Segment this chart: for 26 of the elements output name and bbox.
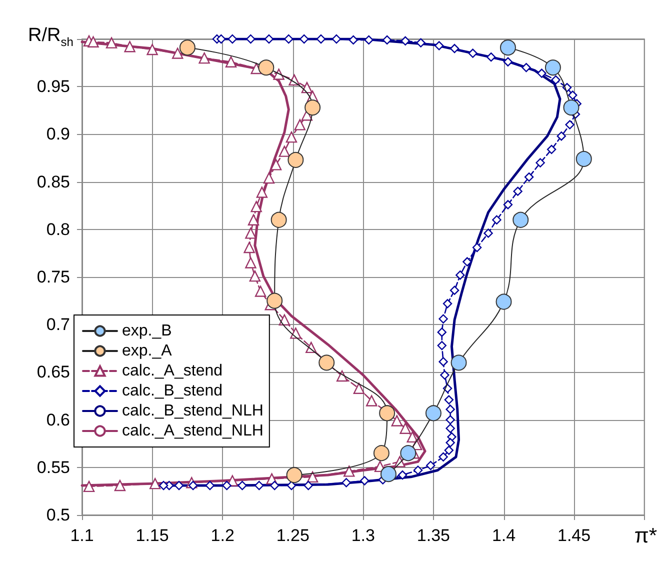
legend-label: calc._B_stend bbox=[122, 382, 223, 400]
y-tick-label: 0.85 bbox=[36, 172, 70, 192]
x-axis-title: π* bbox=[634, 524, 658, 548]
y-tick-label: 0.65 bbox=[36, 362, 70, 382]
x-tick-label: 1.15 bbox=[136, 526, 169, 545]
y-tick-label: 0.95 bbox=[36, 77, 70, 96]
x-tick-label: 1.3 bbox=[351, 526, 375, 545]
legend-label: exp._B bbox=[122, 322, 172, 340]
x-tick-label: 1.35 bbox=[416, 526, 450, 545]
x-tick-label: 1.45 bbox=[558, 526, 591, 545]
y-tick-label: 0.7 bbox=[46, 315, 70, 334]
legend-label: calc._B_stend_NLH bbox=[122, 402, 264, 420]
y-tick-label: 0.6 bbox=[46, 410, 70, 430]
legend-label: exp._A bbox=[122, 342, 172, 360]
y-tick-label: 0.8 bbox=[46, 220, 70, 239]
x-tick-label: 1.25 bbox=[276, 526, 310, 545]
x-tick-label: 1.4 bbox=[492, 526, 516, 545]
x-tick-label: 1.2 bbox=[210, 526, 234, 545]
legend-label: calc._A_stend bbox=[122, 362, 223, 380]
y-tick-label: 0.9 bbox=[46, 124, 70, 144]
legend-label: calc._A_stend_NLH bbox=[122, 422, 264, 440]
y-tick-label: 0.75 bbox=[36, 268, 70, 286]
y-tick-label: 0.55 bbox=[36, 458, 70, 477]
x-tick-label: 1.1 bbox=[70, 526, 94, 545]
y-axis-title: R/R$_{sh}$ bbox=[28, 25, 74, 49]
y-tick-label: 0.5 bbox=[46, 506, 70, 524]
